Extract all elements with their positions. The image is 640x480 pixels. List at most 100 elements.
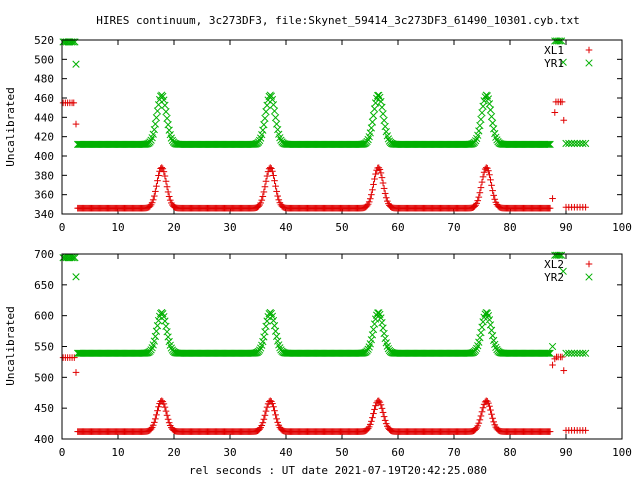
data-point bbox=[381, 417, 389, 424]
data-point bbox=[256, 425, 263, 433]
data-point bbox=[554, 251, 562, 259]
bottom-x-tick-label: 50 bbox=[335, 446, 348, 459]
data-point bbox=[477, 412, 485, 420]
legend-label: YR2 bbox=[544, 271, 564, 284]
data-point bbox=[478, 178, 486, 186]
data-point bbox=[255, 136, 264, 145]
data-point bbox=[258, 196, 266, 204]
data-point bbox=[551, 109, 559, 116]
data-point bbox=[381, 334, 389, 343]
data-point bbox=[271, 113, 280, 122]
data-point bbox=[165, 419, 173, 427]
top-y-tick-label: 500 bbox=[34, 53, 54, 66]
data-point bbox=[72, 120, 80, 128]
bottom-x-tick-label: 20 bbox=[167, 446, 180, 459]
data-point bbox=[155, 172, 162, 179]
data-point bbox=[150, 419, 158, 426]
data-point bbox=[272, 120, 281, 128]
data-point bbox=[72, 369, 80, 376]
data-point bbox=[567, 349, 576, 357]
data-point bbox=[372, 170, 379, 178]
data-point bbox=[377, 401, 385, 409]
data-point bbox=[475, 193, 483, 201]
data-point bbox=[488, 410, 495, 418]
data-point bbox=[544, 349, 552, 357]
data-point bbox=[160, 400, 168, 408]
data-point bbox=[149, 196, 157, 204]
data-point bbox=[480, 168, 488, 176]
data-point bbox=[70, 99, 78, 107]
data-point bbox=[382, 194, 390, 202]
data-point bbox=[268, 165, 275, 172]
data-point bbox=[161, 101, 169, 109]
data-point bbox=[486, 402, 493, 410]
data-point bbox=[478, 408, 486, 416]
data-point bbox=[162, 407, 170, 415]
data-point bbox=[487, 176, 494, 184]
data-point bbox=[258, 130, 266, 139]
data-point bbox=[263, 172, 271, 180]
data-point bbox=[377, 314, 385, 322]
data-point bbox=[376, 166, 384, 173]
data-point bbox=[261, 412, 269, 419]
top-x-tick-label: 60 bbox=[391, 221, 404, 234]
bottom-y-tick-label: 450 bbox=[34, 402, 54, 415]
data-point bbox=[271, 407, 278, 415]
data-point bbox=[163, 412, 171, 419]
bottom-y-tick-label: 700 bbox=[34, 248, 54, 261]
data-point bbox=[275, 196, 283, 204]
bottom-y-tick-label: 400 bbox=[34, 433, 54, 446]
data-point bbox=[166, 196, 174, 204]
data-point bbox=[565, 349, 573, 357]
data-point bbox=[379, 179, 387, 187]
top-y-tick-label: 420 bbox=[34, 131, 54, 144]
data-point bbox=[72, 273, 80, 281]
data-point bbox=[486, 171, 493, 179]
data-point bbox=[548, 342, 557, 351]
top-x-tick-label: 70 bbox=[447, 221, 460, 234]
data-point bbox=[146, 202, 154, 210]
data-point bbox=[372, 402, 379, 409]
data-point bbox=[165, 193, 173, 200]
data-point bbox=[262, 177, 270, 185]
data-point bbox=[485, 167, 492, 175]
data-point bbox=[370, 181, 377, 188]
data-point bbox=[368, 191, 375, 198]
data-point bbox=[562, 349, 570, 357]
data-point bbox=[261, 183, 269, 191]
data-point bbox=[543, 349, 551, 357]
data-point bbox=[483, 309, 491, 317]
data-point bbox=[546, 349, 554, 357]
chart-title: HIRES continuum, 3c273DF3, file:Skynet_5… bbox=[96, 14, 579, 27]
data-point bbox=[273, 188, 280, 195]
data-point bbox=[383, 342, 391, 350]
bottom-x-tick-label: 100 bbox=[612, 446, 632, 459]
data-point bbox=[274, 125, 282, 134]
data-point bbox=[370, 105, 379, 113]
data-point bbox=[558, 353, 566, 361]
data-point bbox=[576, 139, 584, 148]
data-point bbox=[485, 100, 494, 108]
top-plot-panel: Uncalibrated 340360380400420440460480500… bbox=[4, 34, 632, 234]
data-point bbox=[366, 195, 374, 203]
data-point bbox=[560, 116, 568, 124]
data-point bbox=[376, 93, 384, 102]
data-point bbox=[377, 97, 385, 106]
data-point bbox=[475, 419, 483, 427]
data-point bbox=[260, 121, 268, 129]
data-point bbox=[150, 337, 158, 345]
legend-label: YR1 bbox=[544, 57, 564, 70]
top-x-tick-label: 90 bbox=[559, 221, 572, 234]
data-point bbox=[369, 111, 378, 120]
data-point bbox=[476, 121, 484, 130]
data-point bbox=[570, 139, 579, 148]
data-point bbox=[484, 312, 493, 320]
legend-marker-YR2 bbox=[585, 273, 593, 281]
top-y-tick-label: 480 bbox=[34, 73, 54, 86]
data-point bbox=[491, 195, 499, 203]
bottom-plot-frame bbox=[61, 253, 623, 440]
data-point bbox=[258, 422, 266, 429]
data-point bbox=[488, 119, 497, 127]
data-point bbox=[257, 199, 264, 207]
series-XL1 bbox=[59, 98, 589, 212]
